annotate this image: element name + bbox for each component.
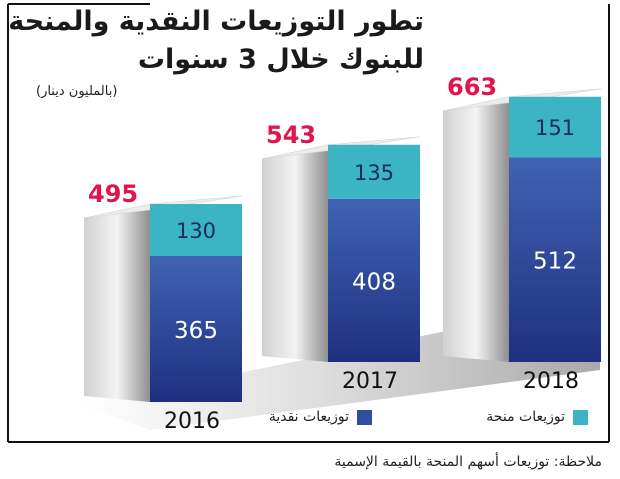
label-year-2017: 2017	[342, 369, 398, 394]
label-year-2016: 2016	[164, 409, 220, 434]
label-total-2017: 543	[266, 121, 316, 149]
label-bonus-2017: 135	[354, 161, 394, 185]
bar-side-2017	[262, 144, 328, 362]
legend-bonus: توزيعات منحة	[486, 409, 588, 425]
bar-side-2016	[84, 204, 150, 402]
bar-side-2018	[443, 96, 509, 363]
footnote: ملاحظة: توزيعات أسهم المنحة بالقيمة الإس…	[334, 454, 602, 470]
bar-bonus-2018	[509, 96, 601, 158]
chart-title-line2: للبنوك خلال 3 سنوات	[137, 44, 424, 75]
chart-title-line1: تطور التوزيعات النقدية والمنحة	[8, 6, 424, 37]
legend-cash-label: توزيعات نقدية	[268, 409, 349, 425]
legend-cash-swatch	[357, 409, 372, 425]
bar-bonus-2016	[150, 204, 242, 256]
label-cash-2018: 512	[533, 249, 577, 275]
bar-cash-2017	[328, 198, 420, 362]
label-cash-2017: 408	[352, 269, 396, 295]
legend-bonus-swatch	[573, 409, 588, 425]
label-total-2016: 495	[88, 180, 138, 208]
label-year-2018: 2018	[523, 369, 579, 394]
label-bonus-2016: 130	[176, 219, 216, 243]
bar-cash-2016	[150, 256, 242, 402]
label-bonus-2018: 151	[535, 116, 575, 140]
legend-bonus-label: توزيعات منحة	[486, 409, 565, 425]
bar-cash-2018	[509, 157, 601, 362]
label-total-2018: 663	[447, 73, 497, 101]
legend-cash: توزيعات نقدية	[269, 409, 372, 425]
label-cash-2016: 365	[174, 318, 218, 344]
unit-label: (بالمليون دينار)	[36, 84, 118, 99]
bar-bonus-2017	[328, 144, 420, 199]
